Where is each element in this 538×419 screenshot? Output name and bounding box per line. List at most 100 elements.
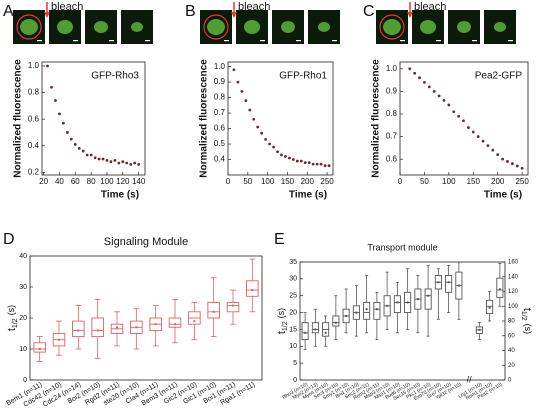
data-point [81,149,85,153]
data-point [476,135,480,138]
box [311,322,319,334]
mean [154,323,157,326]
data-point [311,162,315,166]
y-tick-label: 0.6 [214,124,226,133]
box [91,317,104,338]
x-tick-label: 200 [301,177,315,186]
data-point [510,162,514,166]
data-point [520,166,524,170]
data-point [423,80,426,84]
data-point [264,137,268,141]
box [72,320,85,338]
x-tick-label: 50 [243,177,252,186]
y2-tick-label: 60 [508,333,515,339]
panel-letter: A [3,3,14,20]
data-point [466,126,470,129]
y-axis-label-unit: (s) [6,305,16,316]
data-point [413,71,417,75]
data-point [73,143,77,146]
y-tick-label: 25 [289,293,297,300]
y-axis-label: Normalized fluorescence [13,59,24,178]
scale-bar [436,40,441,42]
y-tick-label: 1.0 [386,64,398,73]
y-tick-label: 10 [19,346,27,353]
box [33,342,46,353]
mean [447,281,450,284]
data-point [54,99,57,102]
y-tick-label: 0 [23,377,27,384]
thumbnail-cell [20,19,38,35]
y-tick-label: 10 [289,343,297,350]
x-tick-label: 0 [398,177,403,186]
series-label: Pea2-GFP [475,71,523,82]
mean [324,331,327,334]
y-axis-label-main: t [276,331,288,334]
box [226,302,240,313]
mean [193,320,196,323]
x-axis-label: Time (s) [101,190,139,201]
mean [77,329,80,332]
mean [427,294,430,297]
thumbnail-cell [318,22,330,32]
x-axis-label: Time (s) [289,190,327,201]
data-point [307,161,311,165]
box [246,280,259,297]
annotation: bleach [51,1,83,13]
thumbnail-cell [383,19,401,35]
data-point [268,142,272,146]
scale-bar [260,40,265,42]
scale-bar [472,40,477,42]
data-point [303,161,307,165]
y-axis-label: t1/2 (s) [520,308,533,334]
y-tick-label: 0.6 [28,114,40,123]
x-tick-label: 0 [226,177,231,186]
data-point [256,125,260,129]
box [207,302,220,319]
scale-bar [400,40,405,42]
box [332,315,340,327]
mean [498,288,501,291]
thumbnail-cell [281,21,295,33]
data-point [515,164,519,168]
plot-frame [399,61,529,176]
mean [232,304,234,307]
x-tick-label: 250 [515,177,529,186]
data-point [291,158,295,161]
mean [304,331,307,334]
box [373,302,381,320]
data-point [481,139,485,143]
data-point [77,147,81,150]
mean [355,311,358,314]
y-tick-label: 35 [289,259,297,266]
mean [38,348,41,350]
mean [406,301,409,304]
scale-bar [296,40,301,42]
thumbnail-cell [207,19,225,35]
scale-bar [73,40,78,42]
y-axis-label-sub: 1/2 [520,311,527,321]
mean [488,306,491,309]
mean [96,329,99,332]
plot-frame [41,61,146,176]
mean [212,310,215,313]
mean [251,289,254,292]
y-tick-label: 40 [19,253,27,260]
scale-bar [109,40,114,42]
scale-bar [508,40,513,42]
x-tick-label: 50 [420,177,429,186]
mean [386,304,389,307]
y-tick-label: 1.0 [28,61,40,70]
data-point [232,68,236,72]
data-point [295,159,299,163]
data-point [452,110,456,114]
y-axis-label: Normalized fluorescence [199,59,210,178]
data-point [129,162,133,166]
data-point [252,117,256,121]
y-tick-label: 0.7 [214,108,226,117]
y2-tick-label: 0 [508,378,512,384]
thumbnail-cell [244,20,260,34]
data-point [496,153,500,157]
y-axis-label: Normalized fluorescence [371,59,382,178]
panel-letter: B [185,3,196,20]
thumbnail-cell [420,20,436,34]
